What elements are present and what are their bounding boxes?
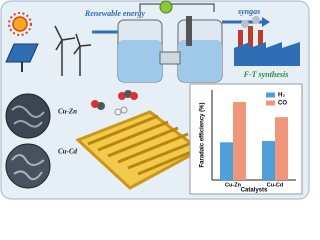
x-tick-label: Cu-Zn [225, 182, 242, 188]
energy-label: Renewable energy [84, 9, 146, 18]
arrow-head [262, 17, 270, 27]
legend-label: CO [278, 101, 287, 107]
sample-label: Cu-Cd [58, 148, 78, 156]
sem-images [5, 93, 51, 189]
electrolyzer [117, 0, 223, 83]
sample-label: Cu-Zn [58, 108, 77, 116]
solar-panel [5, 43, 39, 72]
bar [262, 141, 275, 180]
sun-icon [8, 12, 32, 36]
y-axis-label: Faradaic efficiency (%) [200, 102, 206, 167]
factory [234, 16, 300, 66]
x-tick-label: Cu-Cd [267, 182, 284, 188]
legend-label: H₂ [278, 93, 285, 99]
product-label: syngas [237, 7, 260, 16]
bar [275, 117, 288, 180]
graphical-abstract: Renewable energy syngas F-T synthesis Cu… [0, 0, 310, 200]
process-label: F-T synthesis [243, 70, 289, 79]
molecules [91, 90, 138, 116]
bar [220, 142, 233, 180]
legend-swatch [266, 100, 275, 106]
legend-swatch [266, 92, 275, 98]
x-axis-label: Catalysts [241, 188, 268, 194]
wind-turbines [54, 25, 92, 76]
bar [233, 102, 246, 180]
